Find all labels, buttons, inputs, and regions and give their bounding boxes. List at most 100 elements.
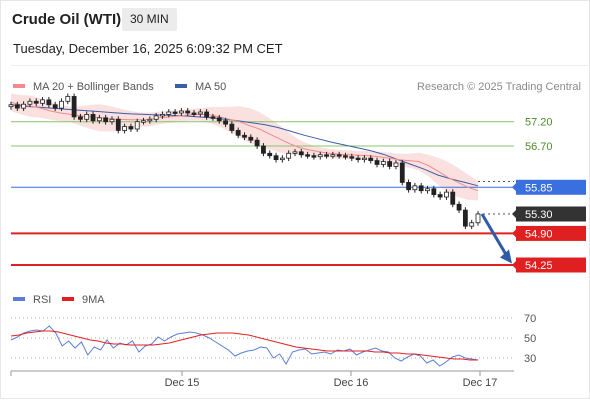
candle-body: [210, 116, 216, 119]
candle-body: [273, 155, 279, 160]
level-label-54.25: 54.25: [525, 260, 553, 272]
rsi-legend-label-1: 9MA: [82, 294, 105, 306]
candle-body: [462, 209, 468, 227]
level-label-55.85: 55.85: [525, 182, 553, 194]
candle-body: [216, 117, 222, 122]
candle-body: [374, 160, 380, 165]
candle-body: [317, 154, 323, 158]
level-badge-54.90: [516, 225, 586, 241]
legend-label-0: MA 20 + Bollinger Bands: [33, 81, 154, 93]
candle-body: [109, 118, 115, 123]
candle-body: [412, 185, 418, 191]
header-divider: [11, 65, 588, 66]
candle-body: [324, 154, 329, 157]
candle-body: [8, 104, 14, 108]
rsi-tick-70: 70: [524, 313, 536, 325]
candle-body: [235, 130, 241, 136]
x-tick-label-2: Dec 17: [463, 377, 498, 389]
candle-body: [21, 103, 27, 109]
candle-body: [185, 110, 191, 114]
candle-body: [204, 111, 210, 118]
candle-body: [134, 121, 140, 130]
level-badge-pointer-55.30: [512, 210, 516, 218]
price-legend: MA 20 + Bollinger Bands MA 50 Research © 2…: [13, 81, 581, 93]
candle-body: [267, 152, 273, 157]
candle-body: [292, 151, 298, 154]
rsi-line: [10, 325, 479, 367]
candle-body: [330, 154, 336, 157]
level-badge-55.85: [516, 179, 586, 195]
instrument-title: Crude Oil (WTI): [12, 11, 122, 28]
level-label-54.90: 54.90: [525, 228, 553, 240]
candle-body: [355, 157, 361, 161]
candle-body: [147, 118, 153, 122]
candle-body: [248, 136, 254, 141]
candle-body: [52, 104, 58, 109]
interval-tab[interactable]: 30 MIN: [122, 8, 177, 31]
candle-body: [178, 110, 184, 114]
rsi-legend-label-0: RSI: [33, 294, 51, 306]
candle-body: [431, 188, 437, 195]
ma50-line: [10, 104, 479, 187]
rsi-legend: RSI 9MA: [13, 294, 105, 306]
level-badge-pointer-54.90: [512, 229, 516, 238]
candle-body: [362, 157, 367, 161]
rsi-9ma-line: [10, 330, 478, 361]
level-label-57.20: 57.20: [525, 117, 553, 129]
candle-body: [27, 100, 33, 105]
legend-swatch-1: [175, 84, 187, 88]
candle-body: [437, 194, 443, 198]
candle-body: [418, 185, 424, 192]
candle-body: [197, 111, 203, 115]
candle-body: [298, 151, 304, 156]
candle-body: [115, 118, 121, 131]
candle-body: [14, 104, 20, 109]
candle-body: [103, 117, 109, 123]
rsi-tick-50: 50: [524, 333, 536, 345]
candle-body: [349, 156, 355, 159]
candle-body: [393, 162, 399, 167]
candle-body: [254, 139, 260, 147]
candle-body: [286, 152, 292, 159]
candle-body: [128, 126, 134, 130]
bollinger-band: [11, 93, 478, 201]
level-label-55.30: 55.30: [525, 209, 553, 221]
candle-body: [343, 155, 348, 158]
candle-body: [425, 188, 430, 192]
candle-body: [380, 161, 386, 165]
candle-body: [33, 100, 39, 104]
candles: [8, 93, 481, 230]
candle-body: [166, 111, 172, 115]
candle-body: [223, 120, 228, 125]
candle-body: [336, 154, 342, 157]
candle-body: [279, 157, 285, 161]
x-tick-label-1: Dec 16: [334, 377, 369, 389]
rsi-legend-swatch-0: [13, 297, 25, 301]
candle-body: [122, 126, 127, 131]
header-bar: Crude Oil (WTI) 30 MIN: [0, 0, 590, 37]
forecast-arrow-shaft: [480, 213, 508, 256]
candle-body: [444, 191, 449, 198]
credit-text: Research © 2025 Trading Central: [417, 81, 581, 93]
candle-body: [387, 161, 393, 167]
candle-body: [311, 155, 317, 158]
candle-body: [261, 145, 266, 154]
level-badge-55.30: [516, 206, 586, 222]
candle-body: [456, 203, 462, 211]
candle-body: [59, 100, 64, 109]
legend-label-1: MA 50: [195, 81, 226, 93]
candle-body: [46, 99, 52, 106]
legend-swatch-0: [13, 84, 25, 88]
x-tick-label-0: Dec 15: [165, 377, 200, 389]
candle-body: [71, 96, 77, 118]
level-badge-pointer-54.25: [512, 261, 516, 269]
rsi-tick-30: 30: [524, 353, 536, 365]
candle-body: [475, 213, 481, 224]
candle-body: [469, 222, 475, 227]
forecast-arrow-head: [500, 249, 512, 264]
chart-datetime: Tuesday, December 16, 2025 6:09:32 PM CE…: [13, 41, 283, 56]
candle-body: [78, 116, 83, 120]
candle-body: [90, 114, 96, 122]
candle-body: [40, 99, 45, 104]
